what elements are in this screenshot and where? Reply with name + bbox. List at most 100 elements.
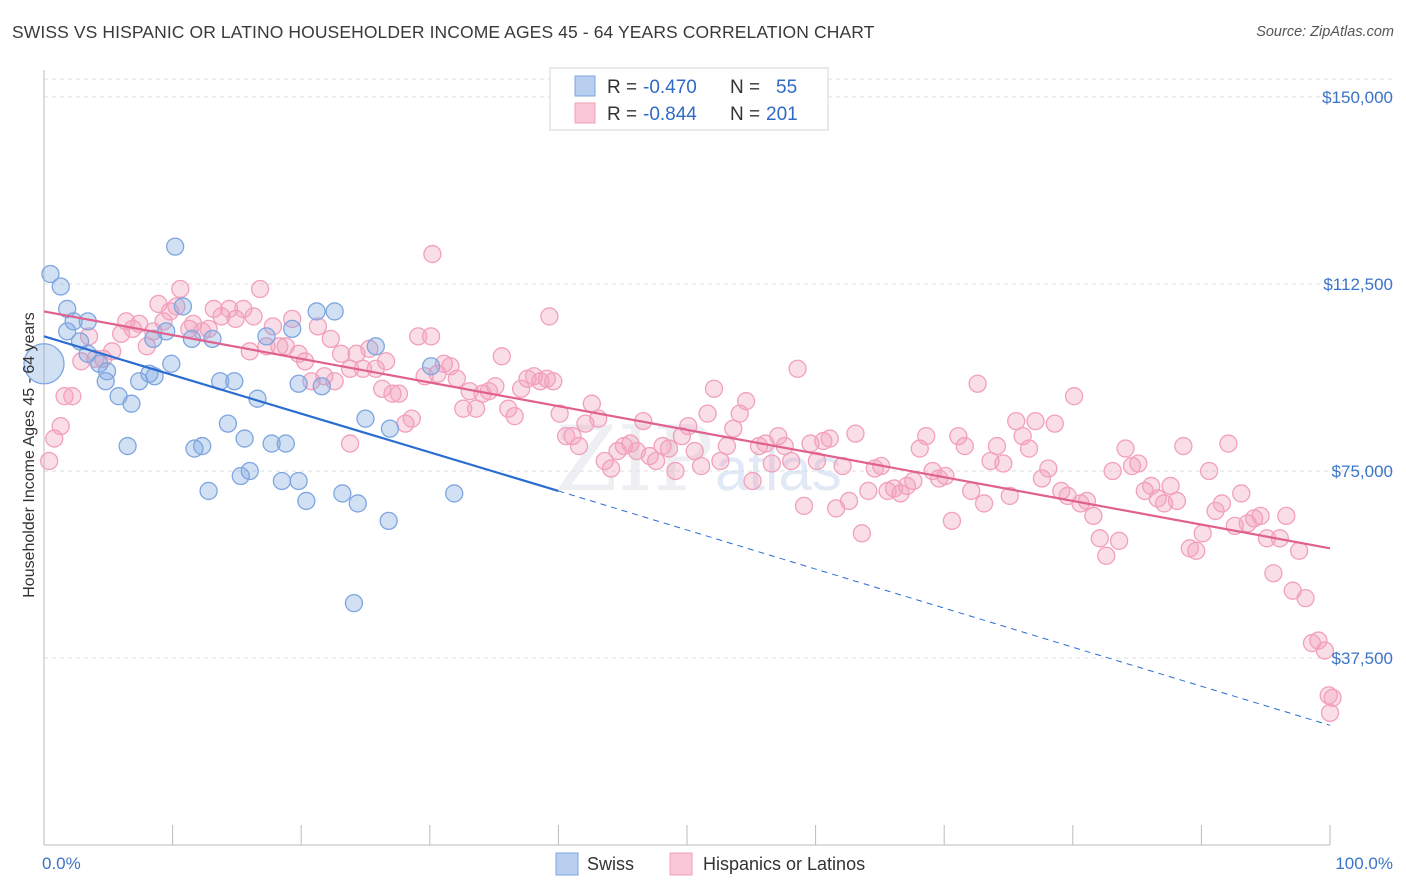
hispanic-point [846,424,865,443]
hispanic-point [331,344,351,363]
hispanic-point [794,496,814,516]
hispanic-point [1097,546,1116,565]
hispanic-point [63,387,82,406]
hispanic-point [994,454,1013,473]
hispanic-point [1064,387,1084,406]
x-tick-labels: 0.0% 100.0% [42,854,1393,873]
hispanic-point [891,484,910,503]
swiss-point [225,372,244,391]
y-tick-label: $37,500 [1332,649,1393,668]
swiss-point [166,237,185,256]
hispanic-point [39,451,59,471]
hispanic-point [1251,506,1270,526]
hispanic-point [199,319,218,339]
hispanic-point [601,459,621,478]
hispanic-point [505,406,524,426]
hispanic-point [1193,524,1212,543]
hispanic-point [283,309,302,329]
hispanic-point [1109,531,1129,550]
hispanic-point [1174,436,1193,456]
swiss-point [366,337,385,356]
swiss-point [325,302,344,321]
swiss-point [312,377,331,396]
hispanic-point [955,436,974,456]
x-tick-label-min: 0.0% [42,854,81,873]
hispanic-point [1296,589,1315,608]
hispanic-point [762,454,782,473]
swiss-point [231,466,250,486]
hispanic-point [1315,641,1335,660]
swiss-point [41,264,60,284]
hispanic-point [486,377,505,396]
swiss-point [307,302,326,321]
swiss-point [218,414,238,433]
x-tick-label-max: 100.0% [1335,854,1393,873]
bottom-legend: Swiss Hispanics or Latinos [555,852,865,876]
hispanic-point [204,299,223,319]
hispanic-point [402,409,421,428]
swiss-points [23,237,464,613]
hispanic-point [717,436,737,456]
hispanic-point [839,491,859,511]
hispanic-point [820,429,839,448]
hispanic-point [1323,688,1342,708]
legend-r-value-swiss: -0.470 [643,77,697,98]
hispanic-point [1084,506,1103,526]
swiss-point [162,354,181,373]
hispanic-point [499,399,518,418]
grid [44,78,1394,659]
swiss-point [78,344,97,363]
hispanic-point [447,369,466,388]
hispanic-point [1129,454,1148,473]
hispanic-point [1309,631,1328,650]
hispanic-point [621,434,640,453]
swiss-point [173,297,193,316]
hispanic-point [974,494,994,513]
swiss-point [240,461,259,481]
swiss-point [235,429,254,448]
hispanic-point [72,352,91,371]
swiss-point [262,434,281,453]
legend-n-label-swiss: N = [730,77,760,98]
x-tick-marks [43,825,1331,845]
hispanic-point [1289,541,1309,560]
hispanic-point [454,399,473,418]
hispanic-point [1019,439,1039,458]
hispanic-point [942,511,962,531]
hispanic-point [212,307,231,326]
swiss-point [203,329,222,349]
source-label: Source: ZipAtlas.com [1256,24,1394,40]
hispanic-point [859,481,878,501]
hispanic-point [1219,434,1238,453]
hispanic-point [226,309,245,329]
trend-lines [43,310,1331,726]
hispanic-point [1232,484,1251,503]
hispanic-point [220,299,239,319]
chart-title: SWISS VS HISPANIC OR LATINO HOUSEHOLDER … [12,22,875,42]
hispanic-point [782,451,801,471]
hispanic-point [55,387,74,406]
swiss-point [344,593,364,613]
legend: R = -0.470 N = 55 R = -0.844 N = 201 [549,67,829,131]
y-tick-label: $150,000 [1322,88,1393,107]
hispanic-point [1000,486,1019,506]
bottom-legend-label-hispanic: Hispanics or Latinos [703,854,865,874]
hispanic-point [550,404,569,423]
hispanic-point [421,327,441,346]
hispanic-trend-line [43,310,1331,550]
hispanic-point [788,359,807,378]
swiss-point [297,491,316,511]
swiss-point [380,419,400,438]
swiss-point [51,277,70,296]
hispanic-point [1187,541,1206,560]
hispanic-point [769,426,788,446]
swiss-point [90,354,109,373]
hispanic-point [1045,414,1064,433]
hispanic-point [987,436,1007,456]
swiss-point [356,409,375,428]
swiss-point [193,436,212,456]
hispanic-point [389,384,409,403]
swiss-trend-line [43,335,559,493]
hispanic-point [563,426,582,446]
